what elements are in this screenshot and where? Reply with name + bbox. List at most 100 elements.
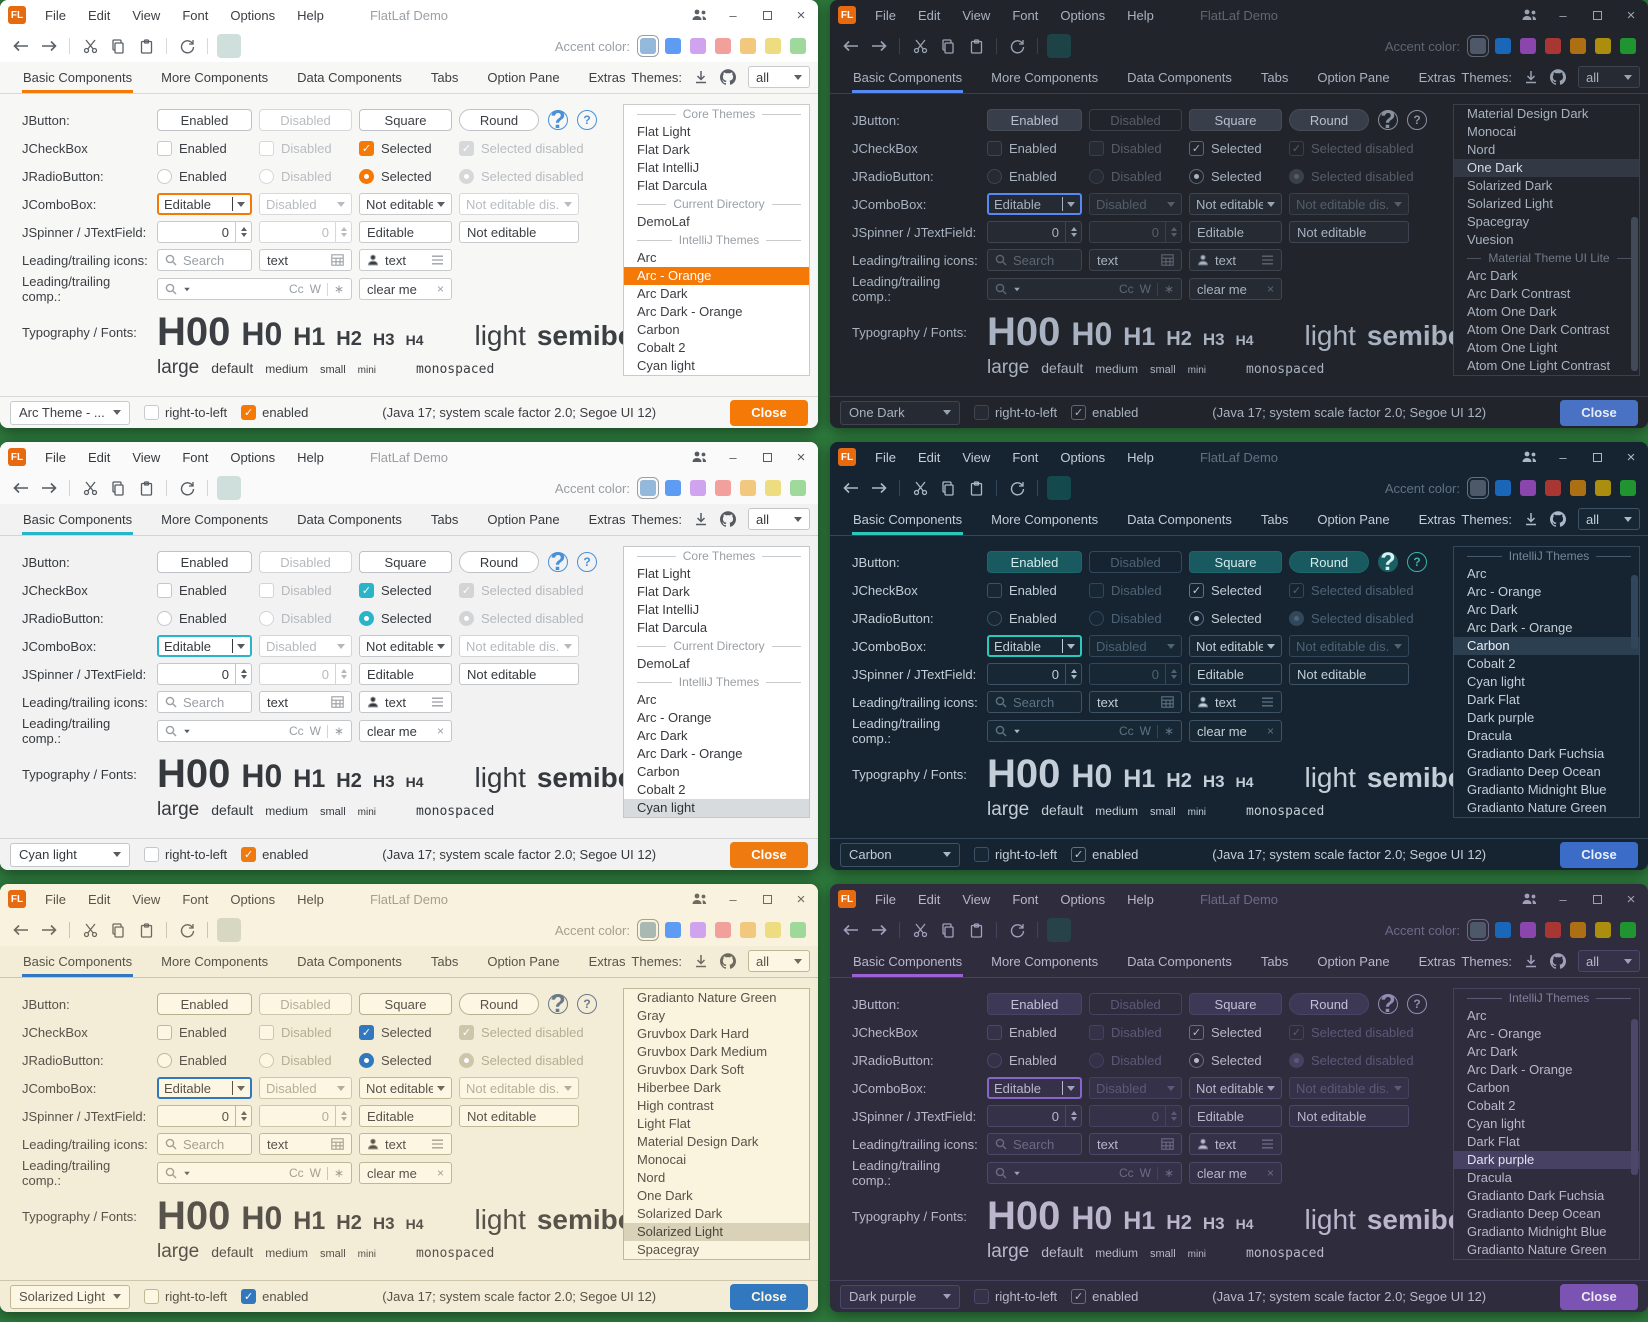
text-field-person-list[interactable]: text — [1189, 1133, 1282, 1155]
tab-extras[interactable]: Extras — [588, 512, 626, 527]
minimize-button[interactable]: – — [729, 7, 737, 23]
menu-options[interactable]: Options — [230, 891, 276, 907]
accent-swatch-5[interactable] — [1570, 480, 1586, 496]
show-hidden-toggle[interactable] — [217, 476, 241, 500]
copy-icon[interactable] — [107, 919, 129, 941]
enabled-button[interactable]: Enabled — [987, 109, 1082, 131]
paste-icon[interactable] — [135, 35, 157, 57]
theme-item[interactable]: DemoLaf — [637, 656, 690, 671]
tab-tabs[interactable]: Tabs — [430, 512, 459, 527]
download-icon[interactable] — [694, 512, 708, 526]
menu-file[interactable]: File — [45, 891, 66, 907]
theme-item[interactable]: Solarized Light — [1467, 196, 1553, 211]
combobox-not-editable[interactable]: Not editable — [1189, 193, 1282, 215]
menu-edit[interactable]: Edit — [917, 891, 941, 907]
close-button[interactable]: Close — [730, 841, 808, 868]
chevron-down-icon[interactable] — [1014, 1171, 1020, 1175]
tab-more-components[interactable]: More Components — [991, 70, 1099, 85]
theme-item[interactable]: Cyan light — [624, 799, 809, 817]
github-icon[interactable] — [1550, 953, 1566, 969]
accent-swatch-6[interactable] — [1595, 38, 1611, 54]
text-field-table[interactable]: text — [1089, 249, 1182, 271]
search-with-options-field[interactable]: Cc W ∗ — [157, 278, 352, 300]
themes-filter-dropdown[interactable]: all — [748, 508, 810, 530]
github-icon[interactable] — [720, 511, 736, 527]
theme-item[interactable]: Arc Dark Contrast — [1467, 286, 1571, 301]
show-hidden-toggle[interactable] — [1047, 34, 1071, 58]
theme-item[interactable]: Monocai — [637, 1152, 687, 1167]
match-case-button[interactable]: Cc — [1118, 1166, 1134, 1180]
theme-item[interactable]: Arc Dark - Orange — [1467, 620, 1573, 635]
combobox-editable[interactable]: Editable — [987, 1077, 1082, 1099]
text-field-table[interactable]: text — [259, 691, 352, 713]
github-icon[interactable] — [720, 953, 736, 969]
theme-item[interactable]: Gradianto Dark Fuchsia — [1467, 746, 1605, 761]
theme-item[interactable]: Arc — [637, 250, 657, 265]
regex-button[interactable]: ∗ — [1163, 724, 1174, 738]
theme-item[interactable]: Gradianto Midnight Blue — [1467, 782, 1607, 797]
download-icon[interactable] — [694, 70, 708, 84]
minimize-button[interactable]: – — [1559, 449, 1567, 465]
round-button[interactable]: Round — [459, 109, 539, 131]
download-icon[interactable] — [694, 954, 708, 968]
tab-option-pane[interactable]: Option Pane — [487, 954, 560, 969]
accent-swatch-7[interactable] — [1620, 922, 1636, 938]
help-button[interactable]: ? — [548, 990, 568, 1018]
theme-item[interactable]: Gradianto Nature Green — [1467, 800, 1607, 815]
spinner[interactable]: 0 — [157, 663, 252, 685]
tab-extras[interactable]: Extras — [1418, 954, 1456, 969]
paste-icon[interactable] — [135, 919, 157, 941]
paste-icon[interactable] — [965, 35, 987, 57]
github-icon[interactable] — [1550, 69, 1566, 85]
accent-swatch-2[interactable] — [1495, 38, 1511, 54]
maximize-button[interactable] — [750, 884, 784, 914]
minimize-button[interactable]: – — [729, 449, 737, 465]
theme-item[interactable]: Flat Dark — [637, 584, 690, 599]
radio-enabled[interactable]: Enabled — [157, 1052, 252, 1068]
list-icon[interactable] — [1261, 255, 1274, 265]
users-icon[interactable] — [1512, 0, 1546, 30]
menu-options[interactable]: Options — [1060, 891, 1106, 907]
menu-help[interactable]: Help — [297, 891, 324, 907]
enabled-checkbox[interactable]: ✓ enabled — [1071, 1289, 1138, 1304]
close-window-button[interactable]: × — [796, 6, 806, 24]
chevron-down-icon[interactable] — [184, 1171, 190, 1175]
menu-font[interactable]: Font — [1012, 7, 1039, 23]
text-field-person-list[interactable]: text — [359, 691, 452, 713]
show-hidden-toggle[interactable] — [1047, 476, 1071, 500]
accent-swatch-2[interactable] — [665, 480, 681, 496]
text-field-person-list[interactable]: text — [1189, 691, 1282, 713]
themes-scrollbar-thumb[interactable] — [1631, 217, 1638, 371]
radio-selected[interactable]: Selected — [1189, 610, 1282, 626]
theme-item[interactable]: Gradianto Deep Ocean — [1467, 764, 1601, 779]
clear-me-field[interactable]: clear me × — [359, 1162, 452, 1184]
square-button[interactable]: Square — [1189, 993, 1282, 1015]
combobox-editable[interactable]: Editable — [157, 1077, 252, 1099]
copy-icon[interactable] — [937, 35, 959, 57]
theme-item[interactable]: Arc Dark - Orange — [637, 746, 743, 761]
tab-extras[interactable]: Extras — [588, 70, 626, 85]
maximize-button[interactable] — [1580, 0, 1614, 30]
tab-extras[interactable]: Extras — [588, 954, 626, 969]
users-icon[interactable] — [1512, 884, 1546, 914]
match-case-button[interactable]: Cc — [288, 1166, 304, 1180]
accent-swatch-6[interactable] — [765, 38, 781, 54]
enabled-button[interactable]: Enabled — [157, 109, 252, 131]
spinner[interactable]: 0 — [987, 221, 1082, 243]
radio-selected[interactable]: Selected — [359, 610, 452, 626]
accent-swatch-3[interactable] — [1520, 480, 1536, 496]
theme-item[interactable]: Arc — [1467, 1008, 1487, 1023]
tab-basic-components[interactable]: Basic Components — [852, 506, 964, 535]
text-field-table[interactable]: text — [259, 1133, 352, 1155]
round-button[interactable]: Round — [1289, 993, 1369, 1015]
tab-data-components[interactable]: Data Components — [1127, 954, 1232, 969]
theme-item[interactable]: Gradianto Nature Green — [1467, 1242, 1607, 1257]
table-icon[interactable] — [331, 254, 344, 266]
theme-item[interactable]: Gruvbox Dark Hard — [637, 1026, 749, 1041]
close-window-button[interactable]: × — [1626, 6, 1636, 24]
back-icon[interactable] — [840, 477, 862, 499]
checkbox-enabled[interactable]: ✓ Enabled — [987, 140, 1082, 156]
enabled-button[interactable]: Enabled — [157, 993, 252, 1015]
close-window-button[interactable]: × — [1626, 890, 1636, 908]
forward-icon[interactable] — [868, 919, 890, 941]
